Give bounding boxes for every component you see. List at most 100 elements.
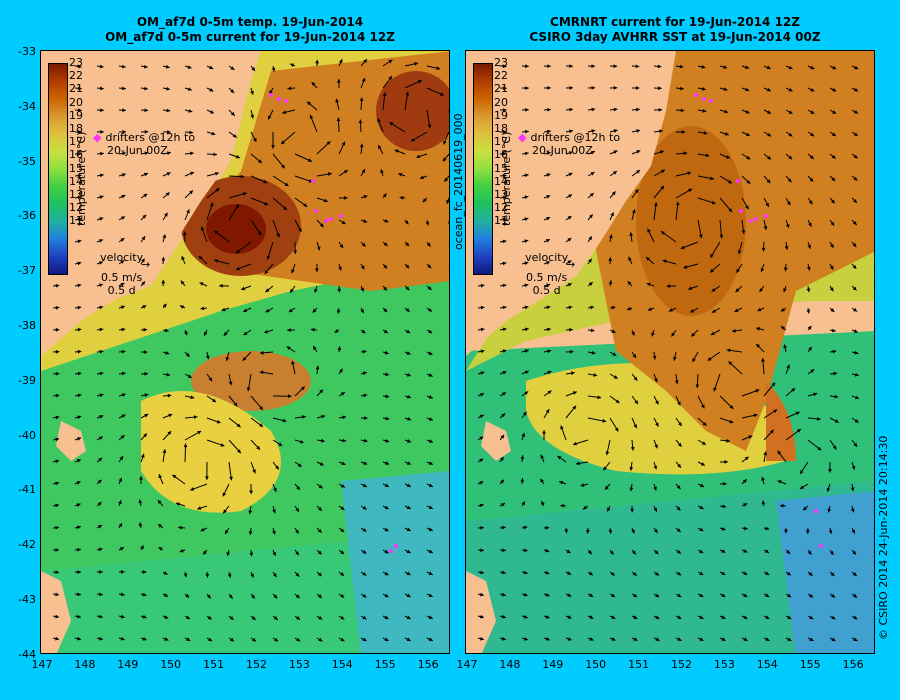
current-vector-head — [799, 485, 804, 489]
current-vector-head — [427, 264, 432, 269]
current-vector-head — [363, 59, 367, 64]
current-vector-head — [288, 308, 293, 313]
current-vector-head — [788, 132, 793, 137]
current-vector-head — [765, 526, 770, 531]
current-vector-head — [608, 280, 613, 285]
current-vector-head — [612, 352, 617, 356]
current-vector-head — [742, 479, 747, 484]
current-vector-head — [658, 86, 662, 91]
current-vector-head — [281, 164, 285, 169]
current-vector-head — [98, 457, 103, 462]
current-vector-head — [831, 593, 836, 598]
current-vector-head — [120, 435, 125, 439]
velocity-arrow-icon: → — [141, 258, 151, 271]
current-vector-head — [209, 202, 214, 207]
current-vector — [873, 462, 874, 463]
current-vector-head — [810, 87, 815, 92]
current-vector-head — [428, 615, 433, 619]
current-vector-head — [362, 505, 367, 510]
current-vector-head — [677, 442, 682, 447]
current-vector-head — [783, 344, 787, 349]
current-vector-head — [251, 594, 255, 599]
current-vector-head — [734, 308, 739, 312]
current-vector-head — [144, 86, 148, 91]
current-vector-head — [568, 151, 573, 155]
current-vector — [448, 418, 449, 419]
current-vector-head — [546, 173, 551, 177]
current-vector-head — [144, 172, 149, 177]
current-vector-head — [139, 476, 143, 480]
current-vector — [873, 572, 874, 573]
current-vector-head — [784, 246, 789, 250]
current-vector — [448, 506, 449, 507]
current-vector-head — [259, 350, 264, 355]
current-vector-head — [523, 570, 528, 575]
velocity-label: velocity — [525, 251, 569, 264]
current-vector-head — [55, 459, 60, 464]
current-vector-head — [567, 283, 572, 287]
current-vector-head — [854, 110, 859, 114]
current-vector-head — [636, 129, 641, 133]
current-vector-head — [119, 547, 124, 551]
current-vector-head — [568, 172, 573, 177]
current-vector-head — [406, 527, 411, 532]
right-colorbar-ticks: 23 22 21 20 19 18 17 16 15 14 13 12 11 — [494, 56, 508, 228]
current-vector-head — [683, 265, 688, 269]
current-vector — [873, 440, 874, 441]
current-vector-head — [428, 571, 433, 576]
current-vector-head — [282, 110, 287, 115]
current-vector-head — [167, 431, 172, 435]
right-sst-field — [466, 51, 875, 653]
current-vector-head — [502, 151, 507, 156]
current-vector-head — [788, 65, 793, 70]
current-vector-head — [264, 270, 269, 274]
current-vector-head — [834, 394, 839, 399]
current-vector-head — [854, 87, 859, 92]
current-vector-head — [77, 547, 81, 552]
current-vector-head — [181, 256, 185, 261]
current-vector-head — [340, 506, 345, 510]
current-vector-head — [189, 130, 194, 135]
current-vector-head — [691, 332, 696, 337]
longitude-label: 151 — [628, 658, 650, 671]
current-vector-head — [120, 216, 125, 220]
current-vector-head — [809, 637, 814, 641]
current-vector-head — [405, 91, 410, 96]
current-vector-head — [287, 86, 292, 91]
current-vector-head — [567, 637, 572, 641]
longitude-label: 152 — [246, 658, 267, 671]
current-vector-head — [611, 329, 616, 333]
current-vector-head — [317, 528, 322, 533]
current-vector-head — [228, 381, 233, 386]
current-vector-head — [384, 218, 389, 223]
current-vector-head — [142, 592, 147, 597]
current-vector-head — [98, 547, 103, 552]
current-vector-head — [321, 414, 326, 419]
current-vector-head — [659, 150, 664, 154]
current-vector-head — [120, 238, 125, 242]
current-vector-head — [77, 570, 81, 574]
colorbar-tick: 17 — [494, 135, 508, 149]
current-vector-head — [197, 431, 202, 435]
current-vector-head — [406, 593, 411, 598]
current-vector-head — [118, 523, 123, 528]
current-vector-head — [524, 391, 529, 396]
current-vector-head — [99, 305, 104, 310]
current-vector-head — [874, 464, 875, 468]
current-vector-head — [806, 309, 811, 314]
current-vector-head — [723, 481, 727, 486]
current-vector-head — [157, 500, 162, 504]
current-vector-head — [143, 327, 148, 332]
current-vector-head — [743, 615, 748, 619]
current-vector-head — [362, 550, 367, 554]
current-vector-head — [613, 107, 618, 112]
current-vector-head — [743, 549, 748, 553]
current-vector-head — [98, 436, 103, 441]
current-vector-head — [55, 525, 59, 530]
current-vector-head — [140, 453, 145, 458]
current-vector-head — [100, 86, 104, 91]
current-vector-head — [385, 461, 390, 465]
current-vector-head — [655, 422, 659, 427]
longitude-label: 148 — [499, 658, 521, 671]
current-vector-head — [186, 209, 190, 214]
